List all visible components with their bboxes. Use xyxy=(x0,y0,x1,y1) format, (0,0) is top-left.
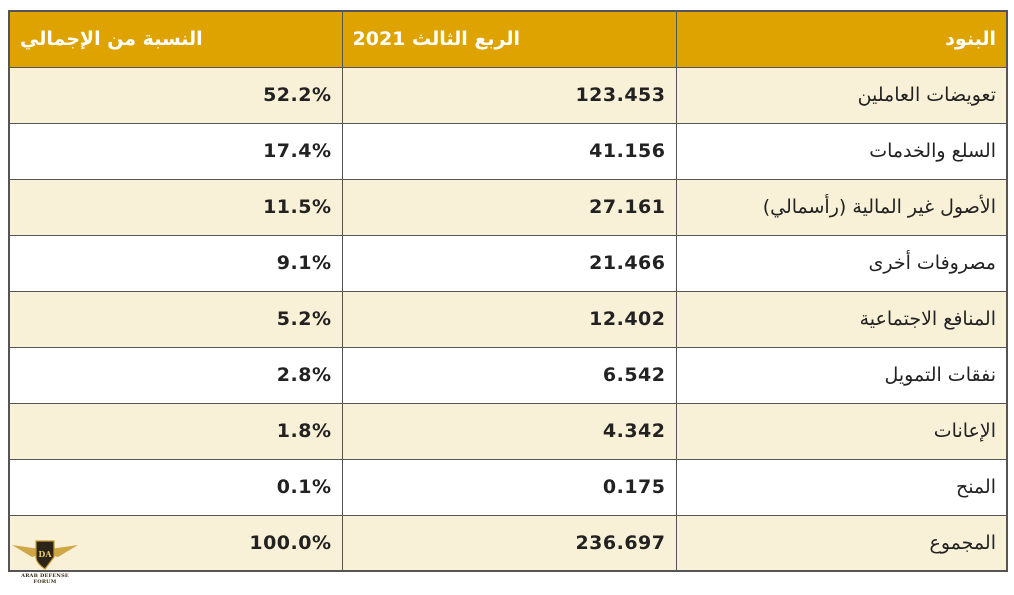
table-row: 17.4% 41.156 السلع والخدمات xyxy=(8,122,1008,180)
table-row: 0.1% 0.175 المنح xyxy=(8,458,1008,516)
table-row: 52.2% 123.453 تعويضات العاملين xyxy=(8,66,1008,124)
cell-item: الإعانات xyxy=(675,402,1008,460)
cell-value: 12.402 xyxy=(341,290,677,348)
header-share: النسبة من الإجمالي xyxy=(8,10,343,68)
cell-value: 123.453 xyxy=(341,66,677,124)
cell-value: 0.175 xyxy=(341,458,677,516)
cell-share: 9.1% xyxy=(8,234,343,292)
cell-item: تعويضات العاملين xyxy=(675,66,1008,124)
cell-share: 17.4% xyxy=(8,122,343,180)
cell-value: 21.466 xyxy=(341,234,677,292)
cell-share: 52.2% xyxy=(8,66,343,124)
cell-value: 27.161 xyxy=(341,178,677,236)
cell-item-total: المجموع xyxy=(675,514,1008,572)
logo-initials: DA xyxy=(38,549,52,559)
cell-value: 41.156 xyxy=(341,122,677,180)
arab-defense-forum-logo: DA ARAB DEFENSE FORUM xyxy=(10,535,80,591)
cell-share: 0.1% xyxy=(8,458,343,516)
watermark-text: ARAB DEFENSE FORUM xyxy=(21,573,69,585)
cell-item: نفقات التمويل xyxy=(675,346,1008,404)
cell-share: 11.5% xyxy=(8,178,343,236)
header-q3-2021: الربع الثالث 2021 xyxy=(341,10,677,68)
table-row: 1.8% 4.342 الإعانات xyxy=(8,402,1008,460)
eagle-shield-icon: DA xyxy=(12,540,78,570)
table-row: 5.2% 12.402 المنافع الاجتماعية xyxy=(8,290,1008,348)
cell-share-total: 100.0% xyxy=(8,514,343,572)
cell-value: 4.342 xyxy=(341,402,677,460)
cell-value: 6.542 xyxy=(341,346,677,404)
table-total-row: 100.0% 236.697 المجموع xyxy=(8,514,1008,572)
cell-item: مصروفات أخرى xyxy=(675,234,1008,292)
cell-item: الأصول غير المالية (رأسمالي) xyxy=(675,178,1008,236)
cell-value-total: 236.697 xyxy=(341,514,677,572)
cell-item: المنافع الاجتماعية xyxy=(675,290,1008,348)
table-row: 9.1% 21.466 مصروفات أخرى xyxy=(8,234,1008,292)
header-items: البنود xyxy=(675,10,1008,68)
table-row: 11.5% 27.161 الأصول غير المالية (رأسمالي… xyxy=(8,178,1008,236)
cell-share: 2.8% xyxy=(8,346,343,404)
budget-table: النسبة من الإجمالي الربع الثالث 2021 الب… xyxy=(8,10,1008,572)
cell-item: السلع والخدمات xyxy=(675,122,1008,180)
cell-share: 5.2% xyxy=(8,290,343,348)
cell-item: المنح xyxy=(675,458,1008,516)
cell-share: 1.8% xyxy=(8,402,343,460)
table-row: 2.8% 6.542 نفقات التمويل xyxy=(8,346,1008,404)
table-header-row: النسبة من الإجمالي الربع الثالث 2021 الب… xyxy=(8,10,1008,68)
